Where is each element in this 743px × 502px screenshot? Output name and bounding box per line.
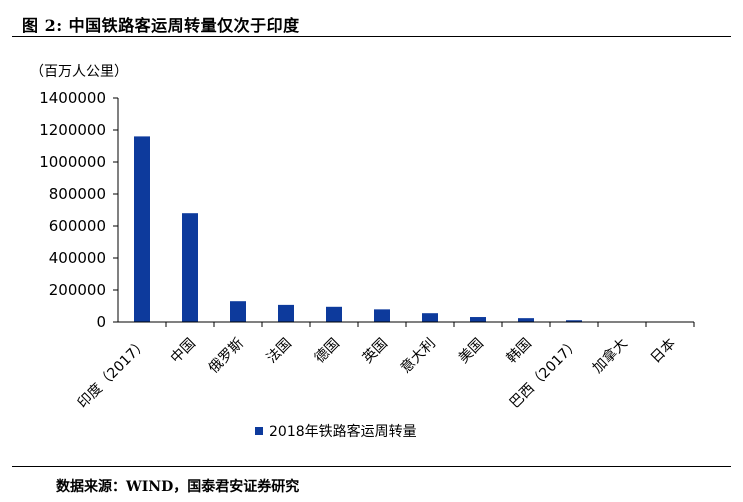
x-category-label: 印度（2017） (75, 336, 151, 412)
y-tick-label: 200000 (49, 281, 106, 299)
x-category-label: 美国 (456, 336, 487, 367)
x-category-label: 英国 (359, 335, 391, 367)
x-category-label: 日本 (648, 336, 679, 367)
bar (230, 301, 246, 322)
x-category-label: 意大利 (397, 335, 439, 377)
y-tick-label: 1200000 (39, 121, 106, 139)
data-source: 数据来源：WIND，国泰君安证券研究 (56, 479, 300, 495)
y-tick-label: 1000000 (39, 153, 106, 171)
x-category-label: 俄罗斯 (206, 336, 247, 377)
legend-swatch (255, 427, 263, 435)
legend: 2018年铁路客运周转量 (255, 423, 417, 440)
bar (518, 318, 534, 322)
legend-label: 2018年铁路客运周转量 (269, 423, 417, 440)
bar (422, 313, 438, 322)
y-tick-label: 400000 (49, 249, 106, 267)
bar (470, 317, 486, 322)
bar (134, 136, 150, 322)
figure-title: 图 2: 中国铁路客运周转量仅次于印度 (22, 16, 300, 35)
y-tick-label: 1400000 (39, 89, 106, 107)
bar (566, 320, 582, 322)
footer-rule (12, 466, 731, 467)
bar (326, 306, 342, 322)
x-category-label: 中国 (168, 336, 199, 367)
bar (278, 304, 294, 322)
y-tick-label: 600000 (49, 217, 106, 235)
x-category-label: 德国 (312, 336, 343, 367)
y-unit-label: （百万人公里） (30, 64, 128, 80)
x-category-label: 韩国 (504, 336, 535, 367)
title-bar: 图 2: 中国铁路客运周转量仅次于印度 (12, 6, 731, 37)
bar (374, 309, 390, 322)
y-tick-label: 800000 (49, 185, 106, 203)
bar (182, 213, 198, 322)
bars (134, 136, 678, 323)
x-category-label: 法国 (264, 336, 295, 367)
x-category-label: 加拿大 (589, 335, 631, 377)
y-axis-ticks: 0 200000 400000 600000 800000 1000000 1200000 1… (39, 89, 118, 331)
y-tick-label: 0 (96, 313, 106, 331)
